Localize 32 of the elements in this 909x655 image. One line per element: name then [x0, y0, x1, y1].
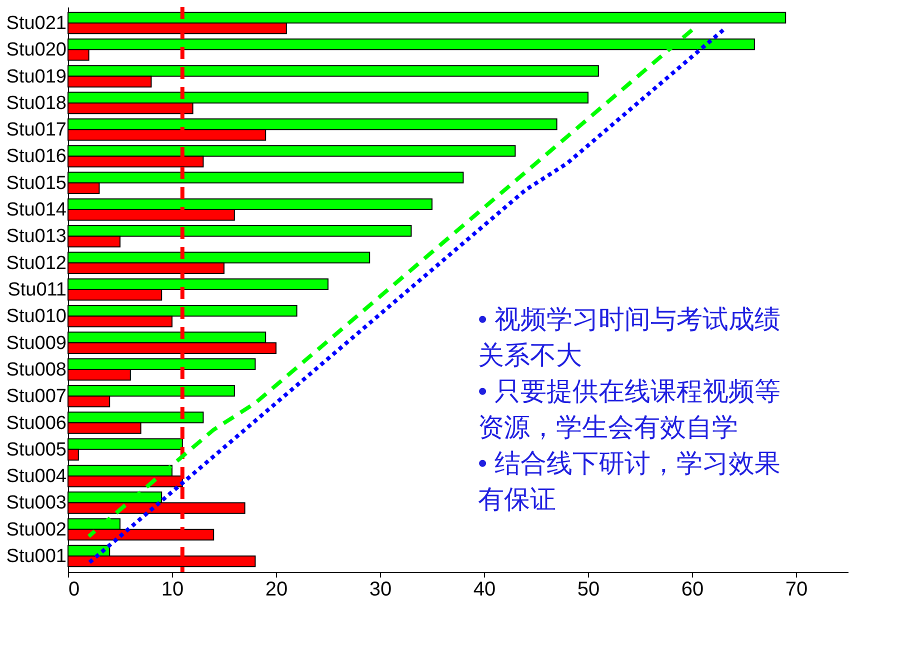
- y-tick-label: Stu012: [6, 252, 66, 274]
- x-tick-label: 10: [161, 578, 184, 600]
- y-tick-label: Stu008: [6, 359, 66, 380]
- y-tick-label: Stu002: [6, 519, 66, 540]
- x-tick-label: 60: [681, 578, 704, 600]
- y-tick-label: Stu016: [6, 146, 66, 168]
- y-tick-label: Stu010: [6, 306, 66, 328]
- y-tick-label: Stu007: [6, 386, 66, 408]
- x-tick-label: 30: [369, 578, 392, 600]
- annotation: • 视频学习时间与考试成绩关系不大: [478, 304, 780, 370]
- y-tick-label: Stu018: [6, 92, 66, 114]
- y-tick-label: Stu017: [6, 120, 66, 141]
- y-tick-label: Stu014: [6, 200, 67, 221]
- y-tick-label: Stu003: [6, 492, 66, 514]
- annotation: • 只要提供在线课程视频等资源，学生会有效自学: [478, 376, 780, 442]
- y-tick-label: Stu013: [6, 226, 66, 248]
- y-tick-label: Stu005: [6, 439, 66, 460]
- x-tick-label: 20: [265, 578, 288, 600]
- y-tick-label: Stu004: [6, 466, 67, 488]
- y-tick-label: Stu021: [6, 12, 66, 34]
- y-tick-label: Stu019: [6, 66, 66, 88]
- y-tick-label: Stu011: [8, 280, 66, 300]
- annotation: • 结合线下研讨，学习效果有保证: [478, 448, 780, 514]
- x-tick-label: 70: [785, 578, 808, 600]
- x-tick-label: 50: [577, 578, 600, 600]
- x-tick-label: 0: [68, 578, 80, 600]
- y-tick-label: Stu009: [6, 332, 66, 354]
- y-tick-label: Stu001: [6, 546, 66, 568]
- y-tick-label: Stu006: [6, 412, 66, 434]
- y-tick-label: Stu020: [6, 40, 66, 61]
- y-tick-label: Stu015: [6, 172, 66, 194]
- x-tick-label: 40: [473, 578, 496, 600]
